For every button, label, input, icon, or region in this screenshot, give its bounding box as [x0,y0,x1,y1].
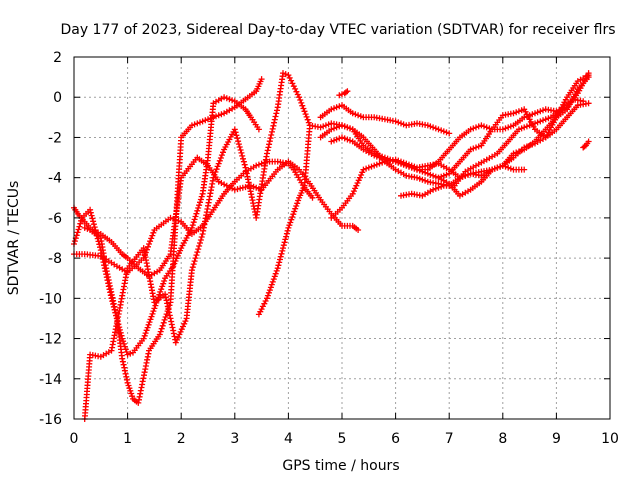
series-markers [81,76,265,406]
y-tick-label: -2 [48,130,62,146]
x-tick-label: 0 [70,431,79,447]
series-12 [435,162,528,199]
series-9 [328,74,592,221]
y-tick-label: -14 [39,372,62,388]
x-tick-label: 1 [123,431,132,447]
grid [74,57,610,419]
series-8 [317,72,592,189]
series-markers [317,102,453,137]
y-tick-label: -12 [39,332,62,348]
series-markers [317,72,592,189]
x-tick-label: 9 [552,431,561,447]
series-markers [336,88,351,99]
series-14 [336,88,351,99]
y-tick-label: -8 [48,251,62,267]
series-11 [398,96,587,199]
x-tick-label: 4 [284,431,293,447]
data-points [71,70,592,422]
y-tick-label: -6 [48,211,62,227]
y-tick-label: 0 [53,90,62,106]
chart-title: Day 177 of 2023, Sidereal Day-to-day VTE… [60,22,615,38]
series-markers [328,74,592,221]
x-tick-label: 7 [445,431,454,447]
x-axis-ticks: 0 1 2 3 4 5 6 7 8 9 10 [70,57,619,447]
series-markers [398,96,587,199]
y-tick-label: -4 [48,171,62,187]
series-4 [81,76,265,406]
y-tick-label: -10 [39,291,62,307]
y-tick-label: 2 [53,50,62,66]
y-axis-ticks: -16 -14 -12 -10 -8 -6 -4 -2 0 2 [39,50,610,428]
x-tick-label: 6 [391,431,400,447]
y-axis-label: SDTVAR / TECUs [6,181,22,296]
series-13 [580,138,592,151]
x-tick-label: 3 [230,431,239,447]
x-axis-label: GPS time / hours [282,458,399,474]
series-markers [435,162,528,199]
y-tick-label: -16 [39,412,62,428]
series-markers [580,138,592,151]
series-10 [317,102,453,137]
x-tick-label: 10 [601,431,619,447]
x-tick-label: 5 [338,431,347,447]
x-tick-label: 8 [498,431,507,447]
x-tick-label: 2 [177,431,186,447]
